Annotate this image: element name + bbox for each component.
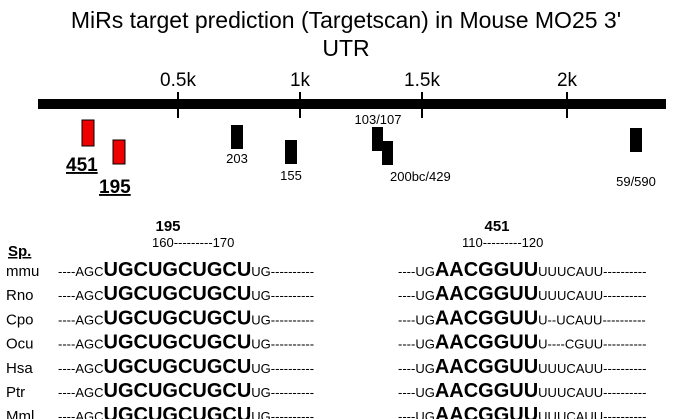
sequence-part: ----UG xyxy=(398,337,435,352)
sequence-part: AACGGUU xyxy=(435,332,538,354)
sequence-part: ----AGC xyxy=(58,288,104,303)
sequence: ----UGAACGGUUU----CGUU---------- xyxy=(398,332,646,354)
sequence-part: UG---------- xyxy=(251,337,314,352)
sequence-part: U----CGUU---------- xyxy=(538,337,646,352)
species: Ocu xyxy=(6,336,34,353)
site-box xyxy=(630,128,642,152)
sequence-part: AACGGUU xyxy=(435,380,538,402)
sequence-part: ----AGC xyxy=(58,409,104,419)
sequence-part: ----UG xyxy=(398,409,435,419)
species: Mml xyxy=(6,408,34,419)
sequence-part: ----AGC xyxy=(58,385,104,400)
site-box xyxy=(231,125,243,149)
sequence-part: UGCUGCUGCU xyxy=(104,332,252,354)
sequence-part: UGCUGCUGCU xyxy=(104,404,252,419)
sequence: ----AGCUGCUGCUGCUUG---------- xyxy=(58,404,314,419)
sequence: ----UGAACGGUUUUUCAUU---------- xyxy=(398,356,646,378)
sequence-part: UGCUGCUGCU xyxy=(104,380,252,402)
sequence-part: UGCUGCUGCU xyxy=(104,283,252,305)
sequence-part: ----AGC xyxy=(58,264,104,279)
species: Ptr xyxy=(6,384,25,401)
sequence-part: ----UG xyxy=(398,361,435,376)
alignment-title: 195 xyxy=(155,218,180,235)
site-box xyxy=(382,141,393,165)
species: Cpo xyxy=(6,311,34,328)
scale-label: 1k xyxy=(290,70,311,91)
sequence-part: UUUCAUU---------- xyxy=(538,409,646,419)
sequence-part: AACGGUU xyxy=(435,307,538,329)
sequence: ----UGAACGGUUUUUCAUU---------- xyxy=(398,404,646,419)
utr-bar xyxy=(38,99,666,109)
species-header: Sp. xyxy=(8,243,31,260)
scale-label: 1.5k xyxy=(404,70,440,91)
species: Rno xyxy=(6,287,34,304)
sequence: ----AGCUGCUGCUGCUUG---------- xyxy=(58,283,314,305)
sequence-part: UG---------- xyxy=(251,409,314,419)
sequence-part: ----AGC xyxy=(58,312,104,327)
sequence-part: UG---------- xyxy=(251,361,314,376)
sequence-part: UGCUGCUGCU xyxy=(104,356,252,378)
sequence: ----AGCUGCUGCUGCUUG---------- xyxy=(58,332,314,354)
title: UTR xyxy=(322,35,369,61)
sequence: ----AGCUGCUGCUGCUUG---------- xyxy=(58,356,314,378)
sequence-part: U--UCAUU---------- xyxy=(538,312,646,327)
sequence-part: AACGGUU xyxy=(435,404,538,419)
scale-label: 0.5k xyxy=(160,70,196,91)
sequence-part: ----UG xyxy=(398,312,435,327)
alignment-title: 451 xyxy=(484,218,509,235)
title: MiRs target prediction (Targetscan) in M… xyxy=(71,7,621,33)
sequence: ----AGCUGCUGCUGCUUG---------- xyxy=(58,380,314,402)
sequence-part: UG---------- xyxy=(251,264,314,279)
sequence-part: ----UG xyxy=(398,385,435,400)
sequence-part: AACGGUU xyxy=(435,283,538,305)
sequence-part: ----AGC xyxy=(58,361,104,376)
sequence-part: UUUCAUU---------- xyxy=(538,288,646,303)
sequence-part: UUUCAUU---------- xyxy=(538,385,646,400)
site-label: 155 xyxy=(280,168,302,183)
sequence-part: ----UG xyxy=(398,264,435,279)
scale-ticks xyxy=(177,92,568,118)
sequence-part: AACGGUU xyxy=(435,356,538,378)
scale-label: 2k xyxy=(557,70,578,91)
sequence-part: UG---------- xyxy=(251,288,314,303)
sequence-part: UG---------- xyxy=(251,312,314,327)
position-range: 160---------170 xyxy=(152,235,234,250)
site-label: 195 xyxy=(99,177,131,198)
sequence-part: UG---------- xyxy=(251,385,314,400)
site-box xyxy=(285,140,297,164)
sequence: ----UGAACGGUUU--UCAUU---------- xyxy=(398,307,646,329)
site-label: 451 xyxy=(66,155,98,176)
species: Hsa xyxy=(6,360,33,377)
sequence-part: ----UG xyxy=(398,288,435,303)
sequence: ----AGCUGCUGCUGCUUG---------- xyxy=(58,259,314,281)
sequence-part: ----AGC xyxy=(58,337,104,352)
sequence: ----UGAACGGUUUUUCAUU---------- xyxy=(398,283,646,305)
site-box xyxy=(372,127,383,151)
site-label: 203 xyxy=(226,151,248,166)
site-box xyxy=(112,139,126,165)
site-label: 200bc/429 xyxy=(390,169,451,184)
sequence: ----UGAACGGUUUUUCAUU---------- xyxy=(398,380,646,402)
sequence: ----AGCUGCUGCUGCUUG---------- xyxy=(58,307,314,329)
position-range: 110---------120 xyxy=(462,235,543,250)
site-box xyxy=(81,119,95,147)
sequence-part: UGCUGCUGCU xyxy=(104,307,252,329)
site-label: 103/107 xyxy=(355,112,402,127)
sequence-part: AACGGUU xyxy=(435,259,538,281)
sequence-part: UUUCAUU---------- xyxy=(538,264,646,279)
sequence-part: UGCUGCUGCU xyxy=(104,259,252,281)
sequence: ----UGAACGGUUUUUCAUU---------- xyxy=(398,259,646,281)
sequence-part: UUUCAUU---------- xyxy=(538,361,646,376)
species: mmu xyxy=(6,263,39,280)
site-label: 59/590 xyxy=(616,174,656,189)
